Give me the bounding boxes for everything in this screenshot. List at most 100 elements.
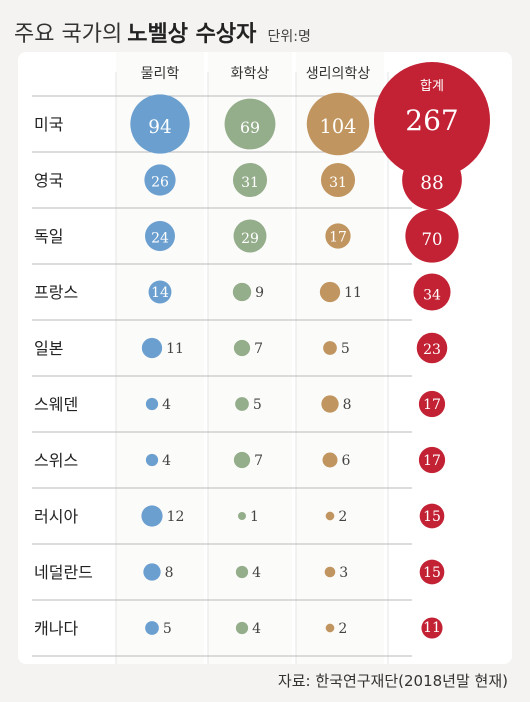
bubble-1-3 — [232, 282, 252, 302]
bubble-label-1-0: 69 — [240, 118, 260, 137]
unit-label: 단위:명 — [267, 29, 311, 45]
bubble-label-2-5: 8 — [343, 397, 352, 413]
bubble-label-2-4: 5 — [341, 341, 350, 357]
total-bubble-4 — [416, 332, 448, 364]
bubble-label-2-2: 17 — [329, 229, 347, 245]
bubble-2-1 — [320, 162, 356, 198]
title-bold: 노벨상 수상자 — [127, 22, 257, 47]
bubble-0-2 — [145, 221, 175, 251]
row-label: 러시아 — [34, 507, 78, 526]
bubble-0-1 — [144, 164, 176, 196]
total-label-8: 15 — [423, 565, 441, 581]
bubble-label-1-7: 1 — [250, 509, 259, 525]
bubble-label-0-7: 12 — [167, 509, 185, 525]
bubble-label-0-3: 14 — [151, 285, 169, 301]
bubble-0-6 — [145, 453, 159, 467]
row-label: 프랑스 — [34, 283, 78, 302]
row-label: 미국 — [34, 115, 63, 134]
bubble-label-2-7: 2 — [338, 509, 347, 525]
row-label: 스위스 — [34, 451, 78, 470]
bubble-0-7 — [141, 505, 163, 527]
bubble-1-1 — [232, 162, 268, 198]
bubble-2-5 — [321, 395, 339, 413]
bubble-2-7 — [325, 511, 335, 521]
bubble-1-5 — [235, 397, 249, 411]
bubble-label-1-2: 29 — [241, 231, 259, 247]
column-band-1 — [208, 52, 292, 664]
bubble-0-3 — [148, 280, 172, 304]
total-label-0: 267 — [405, 104, 458, 137]
bubble-label-2-0: 104 — [320, 115, 357, 138]
total-bubble-5 — [418, 390, 446, 418]
bubble-1-4 — [233, 339, 251, 357]
total-label-7: 15 — [423, 509, 441, 525]
bubble-label-1-6: 7 — [254, 453, 263, 469]
bubble-label-1-4: 7 — [254, 341, 263, 357]
row-label: 캐나다 — [34, 619, 78, 638]
bubble-label-0-4: 11 — [166, 341, 184, 357]
bubble-0-4 — [141, 337, 163, 359]
title-prefix: 주요 국가의 — [14, 22, 123, 47]
total-label-3: 34 — [423, 287, 441, 303]
total-label-9: 11 — [423, 620, 441, 636]
bubble-table-chart: 물리학 화학상 생리의학상합계미국영국독일프랑스일본스웨덴스위스러시아네덜란드캐나다… — [32, 52, 498, 664]
bubble-label-1-5: 5 — [253, 397, 262, 413]
bubble-label-2-6: 6 — [341, 453, 350, 469]
bubble-label-1-8: 4 — [252, 565, 261, 581]
column-band-0 — [116, 52, 204, 664]
column-header-1: 화학상 — [231, 66, 270, 82]
total-bubble-0 — [374, 62, 490, 178]
bubble-1-6 — [233, 451, 251, 469]
total-bubble-6 — [418, 446, 446, 474]
bubble-0-8 — [143, 563, 161, 581]
bubble-2-3 — [319, 281, 341, 303]
row-label: 스웨덴 — [34, 395, 78, 414]
total-label-1: 88 — [420, 173, 444, 194]
bubble-1-2 — [233, 219, 267, 253]
bubble-label-2-9: 2 — [338, 621, 347, 637]
total-bubble-8 — [419, 559, 445, 585]
bubble-2-2 — [325, 223, 351, 249]
total-bubble-2 — [405, 209, 459, 263]
bubble-2-9 — [325, 623, 335, 633]
bubble-label-1-1: 31 — [241, 175, 259, 191]
bubble-2-8 — [324, 566, 336, 578]
bubble-label-2-8: 3 — [339, 565, 348, 581]
bubble-2-0 — [306, 92, 370, 156]
source-note: 자료: 한국연구재단(2018년말 현재) — [277, 672, 508, 690]
bubble-2-6 — [322, 452, 338, 468]
column-header-0: 물리학 — [141, 66, 180, 82]
row-label: 일본 — [34, 339, 63, 358]
bubble-label-0-2: 24 — [151, 230, 169, 246]
bubble-0-5 — [145, 397, 159, 411]
bubble-label-0-0: 94 — [148, 117, 171, 138]
bubble-label-0-6: 4 — [162, 453, 171, 469]
total-label-5: 17 — [423, 397, 441, 413]
bubble-1-0 — [224, 98, 276, 150]
total-header: 합계 — [420, 79, 444, 94]
row-label: 네덜란드 — [34, 563, 93, 582]
total-bubble-9 — [421, 617, 443, 639]
chart-title: 주요 국가의 노벨상 수상자 단위:명 — [14, 16, 311, 48]
bubble-label-0-8: 8 — [165, 565, 174, 581]
bubble-1-9 — [235, 621, 249, 635]
total-label-2: 70 — [422, 230, 443, 249]
bubble-label-0-1: 26 — [151, 175, 169, 191]
column-header-2: 생리의학상 — [306, 66, 371, 82]
row-label: 독일 — [34, 227, 63, 246]
bubble-2-4 — [323, 341, 337, 355]
row-label: 영국 — [34, 171, 63, 190]
bubble-label-0-5: 4 — [162, 397, 171, 413]
bubble-label-2-3: 11 — [344, 285, 362, 301]
bubble-0-0 — [130, 94, 190, 154]
bubble-label-0-9: 5 — [163, 621, 172, 637]
total-bubble-3 — [413, 273, 451, 311]
bubble-label-1-9: 4 — [252, 621, 261, 637]
total-bubble-7 — [419, 503, 445, 529]
bubble-1-7 — [238, 512, 246, 520]
bubble-0-9 — [145, 621, 159, 635]
bubble-1-8 — [235, 565, 249, 579]
total-label-6: 17 — [423, 453, 441, 469]
bubble-label-2-1: 31 — [329, 175, 347, 191]
total-label-4: 23 — [423, 342, 441, 358]
